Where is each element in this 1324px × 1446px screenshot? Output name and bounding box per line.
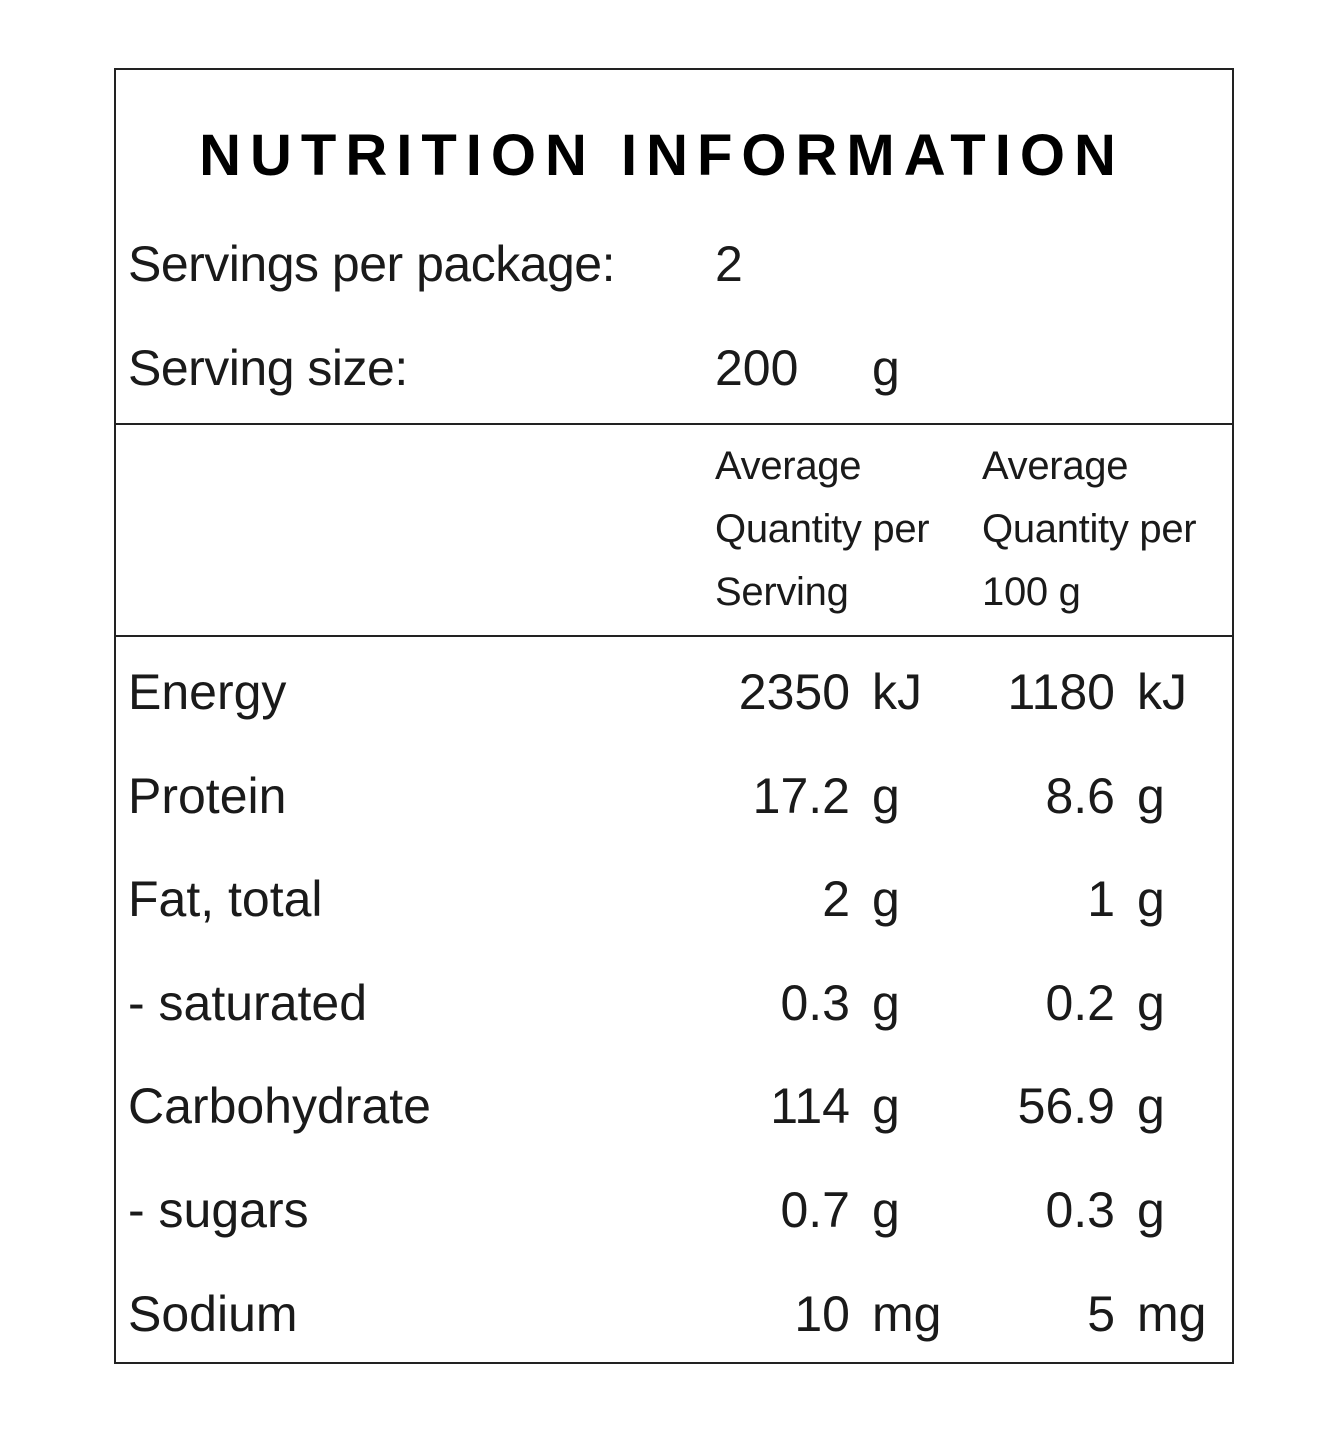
column-header-per-serving-line: Quantity per (715, 507, 930, 551)
servings-per-package-value: 2 (715, 236, 743, 292)
per-serving-unit: g (872, 975, 900, 1031)
row-label: Energy (128, 664, 287, 720)
per-serving-unit: mg (872, 1286, 942, 1342)
serving-size-value: 200 (715, 340, 799, 396)
column-header-per-serving-line: Average (715, 444, 862, 488)
per-serving-value: 17.2 (752, 768, 850, 824)
per-serving-value: 114 (770, 1078, 850, 1134)
row-label: Sodium (128, 1286, 298, 1342)
column-header-per-100g: Average Quantity per 100 g (982, 435, 1197, 624)
per-100g-value: 8.6 (1045, 768, 1115, 824)
column-header-per-serving-line: Serving (715, 570, 849, 614)
panel-title: NUTRITION INFORMATION (199, 123, 1125, 188)
row-label: Protein (128, 768, 287, 824)
row-label: - sugars (128, 1182, 309, 1238)
row-label: Fat, total (128, 871, 323, 927)
per-serving-value: 2350 (738, 664, 850, 720)
column-header-per-serving: Average Quantity per Serving (715, 435, 930, 624)
per-serving-value: 0.3 (780, 975, 850, 1031)
per-100g-unit: g (1137, 1182, 1165, 1238)
per-100g-unit: mg (1137, 1286, 1207, 1342)
nutrition-panel (114, 68, 1234, 1364)
per-100g-unit: kJ (1137, 664, 1187, 720)
per-100g-unit: g (1137, 768, 1165, 824)
per-100g-value: 0.2 (1045, 975, 1115, 1031)
divider-header (114, 635, 1234, 637)
per-serving-unit: g (872, 768, 900, 824)
per-100g-unit: g (1137, 871, 1165, 927)
per-serving-value: 2 (822, 871, 850, 927)
per-serving-value: 0.7 (780, 1182, 850, 1238)
servings-per-package-label: Servings per package: (128, 236, 616, 292)
per-100g-value: 5 (1087, 1286, 1115, 1342)
per-100g-value: 1180 (1007, 664, 1115, 720)
per-100g-unit: g (1137, 1078, 1165, 1134)
per-100g-value: 0.3 (1045, 1182, 1115, 1238)
per-100g-unit: g (1137, 975, 1165, 1031)
per-serving-unit: g (872, 1182, 900, 1238)
per-serving-unit: g (872, 871, 900, 927)
per-serving-value: 10 (794, 1286, 850, 1342)
row-label: Carbohydrate (128, 1078, 431, 1134)
serving-size-unit: g (872, 340, 900, 396)
column-header-per-100g-line: Quantity per (982, 507, 1197, 551)
column-header-per-100g-line: Average (982, 444, 1129, 488)
per-100g-value: 56.9 (1017, 1078, 1115, 1134)
column-header-per-100g-line: 100 g (982, 570, 1081, 614)
row-label: - saturated (128, 975, 368, 1031)
per-serving-unit: g (872, 1078, 900, 1134)
serving-size-label: Serving size: (128, 340, 408, 396)
per-serving-unit: kJ (872, 664, 922, 720)
divider-top (114, 423, 1234, 425)
per-100g-value: 1 (1087, 871, 1115, 927)
